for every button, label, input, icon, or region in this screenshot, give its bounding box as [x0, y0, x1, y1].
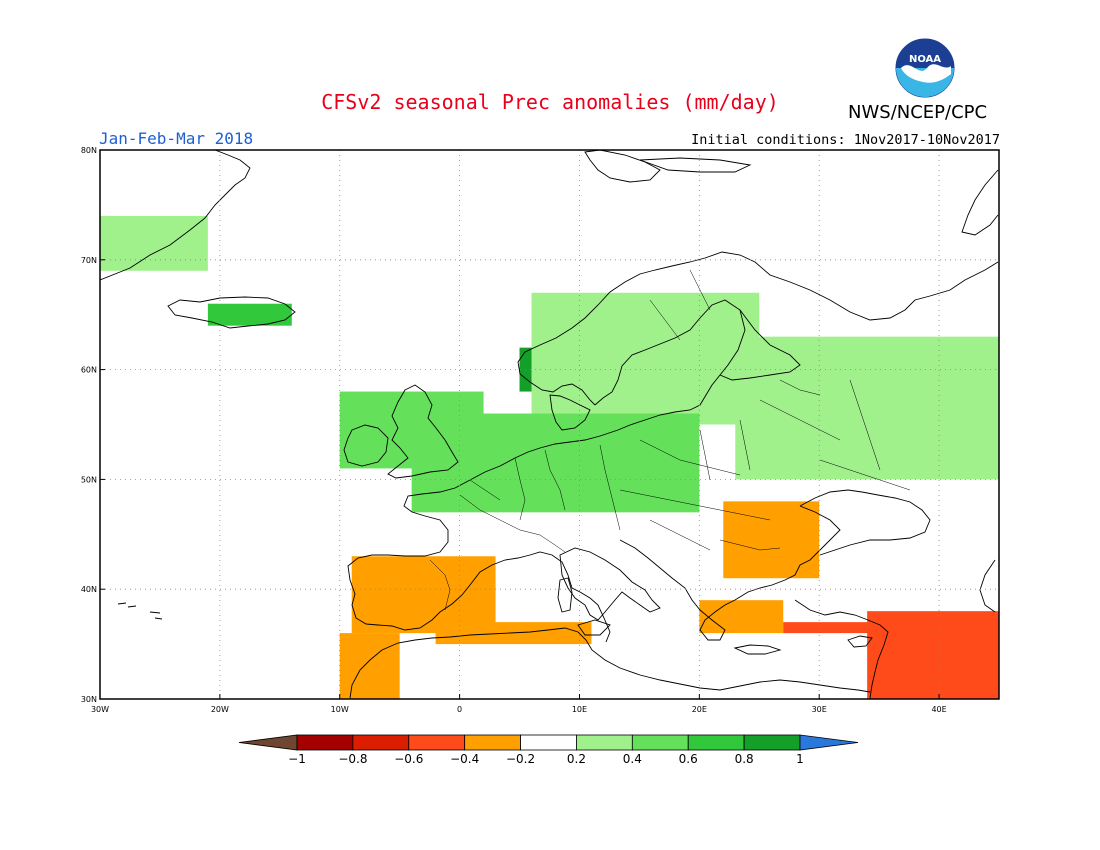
sicily-coast — [577, 619, 611, 636]
anomaly-patch — [351, 556, 496, 634]
colorbar: −1 −0.8 −0.6 −0.4 −0.2 0.2 0.4 0.6 0.8 1 — [238, 734, 859, 766]
map-title: CFSv2 seasonal Prec anomalies (mm/day) — [321, 90, 779, 114]
initial-conditions: Initial conditions: 1Nov2017-10Nov2017 — [691, 132, 1000, 148]
x-tick-label: 20E — [692, 705, 707, 714]
colorbar-over-triangle — [799, 734, 859, 751]
anomaly-patch — [867, 611, 999, 699]
forecast-period: Jan-Feb-Mar 2018 — [99, 129, 254, 148]
border-lines-east — [619, 269, 911, 551]
x-tick-label: 10E — [572, 705, 587, 714]
finland-coast — [719, 309, 801, 381]
colorbar-segment — [520, 734, 577, 751]
anomaly-patch — [339, 633, 400, 699]
anomaly-patch — [723, 501, 820, 579]
x-tick-label: 0 — [457, 705, 462, 714]
country-borders — [429, 269, 911, 611]
western-europe-coast — [347, 429, 619, 643]
y-axis-ticks: 30N 40N 50N 60N 70N 80N — [81, 146, 105, 704]
ireland-coast — [343, 424, 389, 467]
anomaly-patch — [699, 600, 784, 634]
britain-coast — [387, 384, 459, 479]
x-tick-label: 30W — [91, 705, 109, 714]
anomaly-patch — [735, 336, 999, 480]
x-axis-ticks: 30W 20W 10W 0 10E 20E 30E 40E — [91, 694, 947, 714]
novaya-zemlya-coast — [961, 169, 999, 236]
colorbar-segment — [296, 734, 354, 751]
north-africa-coast — [349, 627, 871, 699]
colorbar-segment — [464, 734, 521, 751]
y-tick-label: 30N — [81, 695, 97, 704]
colorbar-under-triangle — [238, 734, 298, 751]
colorbar-label: −0.8 — [338, 752, 367, 766]
colorbar-label: −0.4 — [450, 752, 479, 766]
colorbar-label: 0.4 — [623, 752, 642, 766]
turkey-levant-coast — [794, 599, 889, 699]
sardinia-coast — [557, 577, 573, 613]
noaa-logo: NOAA — [895, 38, 955, 98]
colorbar-segment — [743, 734, 801, 751]
colorbar-segment — [576, 734, 633, 751]
caspian-coast — [979, 559, 996, 613]
colorbar-label: −0.2 — [506, 752, 535, 766]
anomaly-patch — [411, 413, 700, 513]
scandinavia-coast — [517, 251, 999, 406]
anomaly-patch — [531, 292, 760, 425]
y-tick-label: 40N — [81, 585, 97, 594]
colorbar-label: 0.2 — [567, 752, 586, 766]
colorbar-label: −1 — [288, 752, 306, 766]
x-tick-label: 10W — [331, 705, 349, 714]
colorbar-segment — [631, 734, 689, 751]
anomaly-patch — [207, 303, 292, 326]
map-frame — [99, 149, 1000, 700]
organization-label: NWS/NCEP/CPC — [848, 102, 988, 123]
border-lines-west — [429, 444, 621, 611]
x-tick-label: 40E — [931, 705, 946, 714]
y-tick-label: 50N — [81, 475, 97, 484]
anomaly-patches — [100, 215, 999, 699]
azores-islands — [117, 602, 163, 620]
y-tick-label: 70N — [81, 256, 97, 265]
franz-josef-coast — [639, 157, 752, 173]
colorbar-label: −0.6 — [394, 752, 423, 766]
crete-coast — [733, 644, 782, 655]
colorbar-label: 1 — [796, 752, 804, 766]
denmark-coast — [549, 394, 591, 431]
anomaly-patch — [100, 215, 208, 271]
svalbard-coast — [584, 150, 661, 183]
x-tick-label: 30E — [812, 705, 827, 714]
colorbar-label: 0.8 — [735, 752, 754, 766]
anomaly-patch — [783, 622, 880, 634]
colorbar-segment — [687, 734, 745, 751]
y-tick-label: 60N — [81, 366, 97, 375]
colorbar-segment — [408, 734, 466, 751]
colorbar-label: 0.6 — [679, 752, 698, 766]
black-sea-coast — [799, 489, 931, 556]
balkans-coast — [619, 505, 841, 641]
y-tick-label: 80N — [81, 146, 97, 155]
iceland-coast — [167, 296, 296, 329]
cyprus-coast — [847, 635, 873, 648]
italy-coast — [559, 547, 661, 621]
x-tick-label: 20W — [211, 705, 229, 714]
noaa-logo-text: NOAA — [909, 54, 941, 65]
colorbar-segment — [352, 734, 410, 751]
